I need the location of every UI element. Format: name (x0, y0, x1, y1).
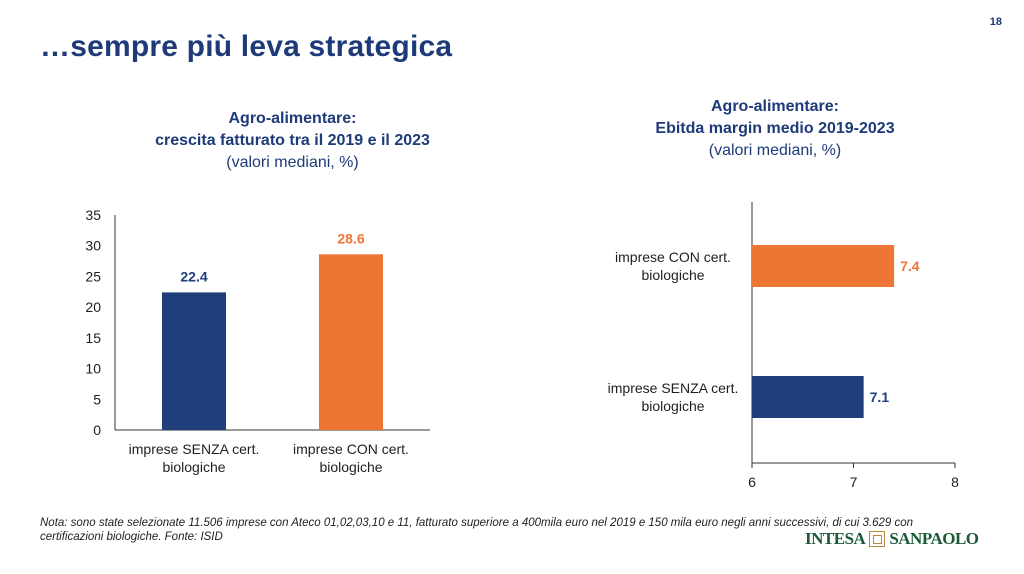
y-tick-label: 35 (85, 207, 101, 223)
category-label: biologiche (162, 459, 225, 475)
right-chart-title-line-1: Agro-alimentare: (710, 98, 840, 115)
right-chart-subtitle: (valori mediani, %) (708, 142, 842, 159)
category-label: imprese SENZA cert. (129, 441, 260, 457)
logo-seal-icon (869, 531, 886, 547)
y-tick-label: 10 (85, 361, 101, 377)
y-tick-label: 25 (85, 268, 101, 284)
y-tick-label: 0 (93, 422, 101, 438)
right-chart-heading: Agro-alimentare: Ebitda margin medio 201… (590, 96, 960, 162)
category-label: imprese SENZA cert. (608, 380, 739, 396)
category-label: imprese CON cert. (615, 249, 731, 265)
page-title: …sempre più leva strategica (40, 30, 453, 63)
bar (162, 292, 226, 430)
x-tick-label: 8 (951, 474, 959, 490)
right-chart-title-line-2: Ebitda margin medio 2019-2023 (655, 120, 895, 137)
data-label: 28.6 (337, 230, 364, 246)
category-label: imprese CON cert. (293, 441, 409, 457)
intesa-sanpaolo-logo: INTESA SANPAOLO (805, 529, 979, 549)
data-label: 7.4 (900, 258, 920, 274)
y-tick-label: 5 (93, 391, 101, 407)
bar (752, 245, 895, 287)
left-chart-title-line-1: Agro-alimentare: (228, 110, 357, 127)
y-tick-label: 30 (85, 238, 101, 254)
left-chart-heading: Agro-alimentare: crescita fatturato tra … (100, 108, 485, 174)
footnote: Nota: sono state selezionate 11.506 impr… (40, 517, 914, 543)
page-number: 18 (989, 16, 1002, 28)
bar (319, 254, 383, 430)
left-chart-title-line-2: crescita fatturato tra il 2019 e il 2023 (155, 132, 430, 149)
logo-text-right: SANPAOLO (889, 529, 979, 548)
logo-text-left: INTESA (805, 529, 866, 548)
data-label: 7.1 (870, 389, 890, 405)
x-tick-label: 6 (748, 474, 756, 490)
y-tick-label: 20 (85, 299, 101, 315)
y-tick-label: 15 (85, 330, 101, 346)
category-label: biologiche (319, 459, 382, 475)
data-label: 22.4 (180, 268, 207, 284)
bar (752, 376, 864, 418)
category-label: biologiche (641, 267, 704, 283)
x-tick-label: 7 (850, 474, 858, 490)
left-chart-subtitle: (valori mediani, %) (226, 154, 359, 171)
category-label: biologiche (641, 398, 704, 414)
